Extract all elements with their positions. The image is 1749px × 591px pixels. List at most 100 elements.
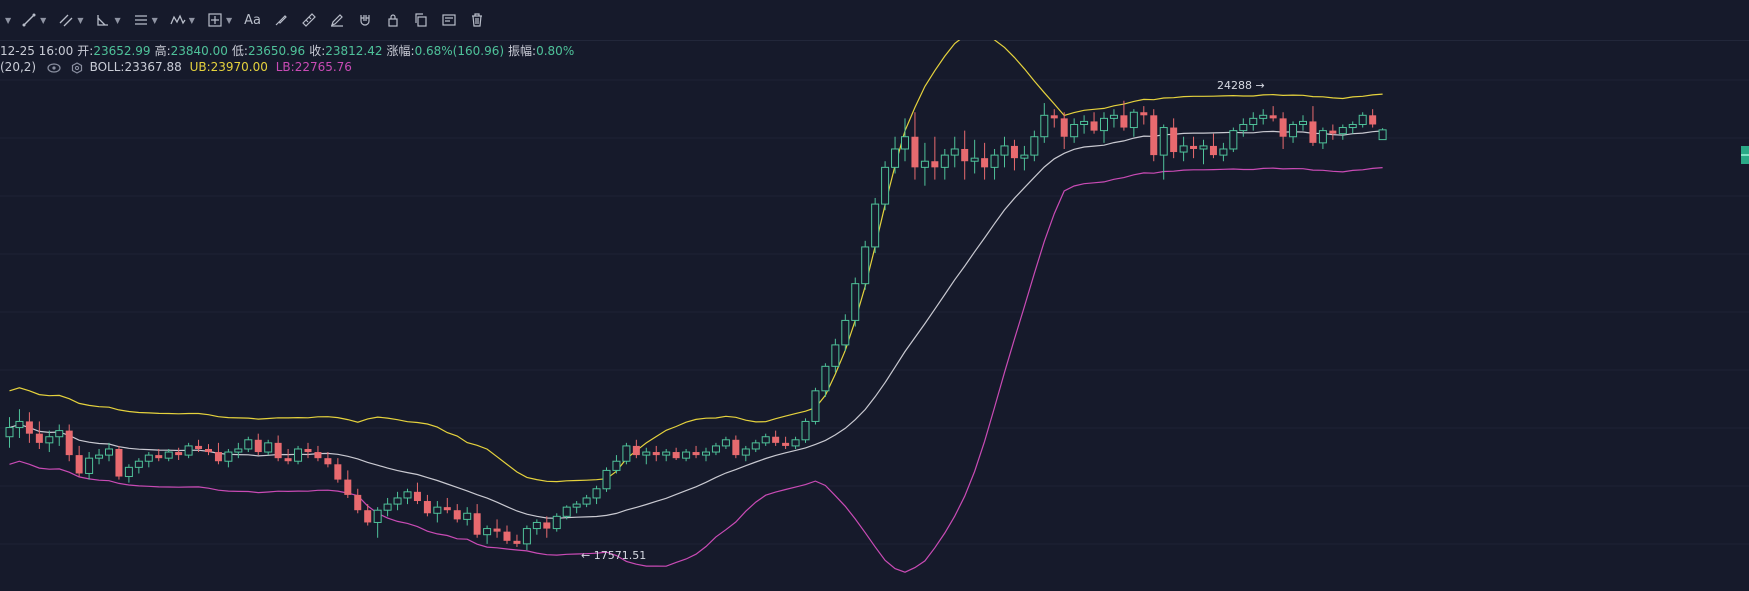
candle[interactable] bbox=[95, 448, 104, 465]
candle[interactable] bbox=[1170, 118, 1178, 159]
candle[interactable] bbox=[1318, 127, 1327, 149]
candle[interactable] bbox=[1020, 145, 1029, 171]
candle[interactable] bbox=[861, 240, 870, 290]
candle[interactable] bbox=[473, 504, 481, 538]
candle[interactable] bbox=[1090, 112, 1098, 134]
candle[interactable] bbox=[682, 448, 691, 462]
candle[interactable] bbox=[582, 494, 591, 508]
candle[interactable] bbox=[55, 424, 64, 446]
candle[interactable] bbox=[175, 447, 183, 460]
candle[interactable] bbox=[572, 501, 581, 514]
candle[interactable] bbox=[970, 139, 979, 174]
candle[interactable] bbox=[1309, 106, 1317, 146]
candle[interactable] bbox=[115, 445, 123, 480]
candle[interactable] bbox=[901, 118, 909, 162]
candle[interactable] bbox=[950, 136, 959, 168]
candle[interactable] bbox=[1129, 109, 1138, 137]
candle[interactable] bbox=[1140, 106, 1148, 125]
candle[interactable] bbox=[1070, 118, 1079, 143]
candle[interactable] bbox=[622, 442, 631, 465]
candle[interactable] bbox=[990, 148, 999, 180]
candle[interactable] bbox=[15, 409, 24, 438]
candle[interactable] bbox=[453, 504, 461, 523]
candle[interactable] bbox=[334, 458, 342, 483]
candle[interactable] bbox=[373, 507, 382, 538]
candle[interactable] bbox=[503, 525, 511, 544]
candle[interactable] bbox=[841, 314, 850, 352]
candle[interactable] bbox=[911, 112, 919, 180]
pencil-button[interactable] bbox=[323, 0, 351, 40]
candle[interactable] bbox=[562, 505, 571, 520]
candle[interactable] bbox=[1179, 136, 1188, 162]
candle[interactable] bbox=[304, 442, 312, 459]
candle[interactable] bbox=[1030, 130, 1039, 162]
candle[interactable] bbox=[821, 363, 830, 397]
candle[interactable] bbox=[344, 470, 352, 498]
candle[interactable] bbox=[1209, 133, 1217, 159]
angle-tool-button[interactable]: ▼ bbox=[89, 0, 126, 40]
candle[interactable] bbox=[195, 439, 203, 453]
candle[interactable] bbox=[324, 452, 332, 468]
candle[interactable] bbox=[264, 439, 273, 456]
candle[interactable] bbox=[1348, 121, 1357, 134]
candle[interactable] bbox=[1159, 124, 1168, 180]
candle[interactable] bbox=[493, 519, 501, 538]
candle[interactable] bbox=[543, 516, 551, 538]
candle[interactable] bbox=[920, 142, 929, 186]
eye-icon[interactable] bbox=[47, 62, 61, 73]
candle[interactable] bbox=[961, 130, 969, 180]
candle[interactable] bbox=[662, 448, 671, 462]
candle[interactable] bbox=[831, 338, 840, 373]
candle[interactable] bbox=[383, 497, 392, 517]
candle[interactable] bbox=[214, 442, 222, 465]
candle[interactable] bbox=[5, 417, 14, 448]
candle[interactable] bbox=[692, 445, 700, 459]
candle[interactable] bbox=[801, 418, 810, 443]
candle[interactable] bbox=[1269, 106, 1277, 122]
candle[interactable] bbox=[274, 435, 282, 462]
candle[interactable] bbox=[612, 455, 621, 474]
candle[interactable] bbox=[413, 482, 421, 505]
candle[interactable] bbox=[433, 501, 442, 523]
candle[interactable] bbox=[1219, 142, 1228, 162]
candle[interactable] bbox=[1338, 124, 1347, 140]
chevron-down-icon[interactable]: ▼ bbox=[151, 15, 158, 25]
candle[interactable] bbox=[751, 439, 760, 453]
candle[interactable] bbox=[1279, 112, 1287, 149]
text-tool-button[interactable]: Aa bbox=[238, 0, 267, 40]
candle[interactable] bbox=[1249, 112, 1258, 131]
ruler-button[interactable] bbox=[295, 0, 323, 40]
candle[interactable] bbox=[1100, 112, 1108, 143]
candle[interactable] bbox=[1378, 128, 1387, 141]
candle[interactable] bbox=[25, 412, 33, 443]
chevron-down-icon[interactable]: ▼ bbox=[77, 15, 84, 25]
candle[interactable] bbox=[891, 136, 900, 174]
toolbar-leading-caret[interactable]: ▼ bbox=[0, 0, 15, 40]
candle[interactable] bbox=[423, 494, 431, 517]
candle[interactable] bbox=[314, 445, 322, 462]
candle[interactable] bbox=[1229, 127, 1238, 153]
candle[interactable] bbox=[702, 447, 710, 462]
candle[interactable] bbox=[772, 430, 780, 446]
candle[interactable] bbox=[1050, 109, 1058, 128]
chevron-down-icon[interactable]: ▼ bbox=[114, 15, 121, 25]
candle[interactable] bbox=[931, 136, 939, 180]
candle[interactable] bbox=[632, 439, 640, 459]
candle[interactable] bbox=[721, 436, 730, 449]
candle[interactable] bbox=[1010, 139, 1018, 171]
candle[interactable] bbox=[652, 445, 660, 462]
candle[interactable] bbox=[602, 467, 611, 492]
candle[interactable] bbox=[532, 519, 541, 535]
candle[interactable] bbox=[1120, 100, 1128, 131]
candle[interactable] bbox=[244, 436, 253, 453]
candle[interactable] bbox=[522, 525, 531, 550]
horizontal-lines-button[interactable]: ▼ bbox=[127, 0, 164, 40]
candle[interactable] bbox=[1239, 118, 1248, 137]
candle[interactable] bbox=[981, 142, 989, 180]
candle[interactable] bbox=[782, 436, 790, 449]
candle[interactable] bbox=[393, 491, 402, 511]
candle[interactable] bbox=[1329, 124, 1337, 140]
candle[interactable] bbox=[45, 430, 54, 453]
candle[interactable] bbox=[791, 436, 800, 449]
magnet-button[interactable] bbox=[351, 0, 379, 40]
